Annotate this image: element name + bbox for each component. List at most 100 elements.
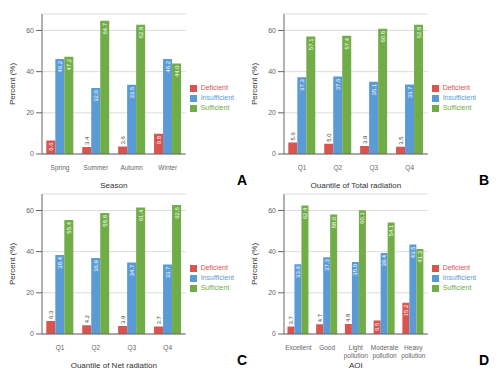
- svg-text:3.7: 3.7: [156, 315, 162, 324]
- svg-text:37.3: 37.3: [299, 79, 305, 91]
- svg-text:Percent (%): Percent (%): [8, 243, 17, 286]
- svg-text:20: 20: [26, 109, 34, 116]
- svg-text:37.3: 37.3: [324, 259, 330, 271]
- svg-text:Percent (%): Percent (%): [8, 63, 17, 106]
- html-text:Insufficient: Insufficient: [200, 94, 234, 101]
- svg-text:6.6: 6.6: [48, 142, 54, 151]
- svg-text:57.4: 57.4: [344, 37, 350, 49]
- svg-text:9.8: 9.8: [156, 135, 162, 144]
- svg-text:60.1: 60.1: [359, 212, 365, 224]
- svg-text:34.7: 34.7: [129, 264, 135, 276]
- svg-text:0: 0: [30, 150, 34, 157]
- svg-text:33.9: 33.9: [295, 266, 301, 278]
- svg-text:33.7: 33.7: [165, 266, 171, 278]
- html-text:Deficient: Deficient: [442, 84, 470, 91]
- svg-text:3.6: 3.6: [120, 136, 126, 145]
- svg-text:Q3: Q3: [127, 344, 136, 352]
- svg-text:Excellent: Excellent: [285, 344, 312, 351]
- svg-text:62.4: 62.4: [302, 207, 308, 219]
- svg-text:60: 60: [26, 207, 34, 214]
- svg-text:4.8: 4.8: [345, 313, 351, 322]
- svg-text:Quantile of Total radiation: Quantile of Total radiation: [311, 181, 402, 188]
- svg-text:0: 0: [30, 330, 34, 337]
- svg-text:37.6: 37.6: [335, 78, 341, 90]
- svg-text:46.2: 46.2: [165, 60, 171, 72]
- svg-text:Winter: Winter: [158, 164, 178, 171]
- svg-text:6.3: 6.3: [48, 310, 54, 319]
- svg-text:3.4: 3.4: [84, 136, 90, 145]
- svg-text:57.1: 57.1: [308, 38, 314, 50]
- svg-text:43.5: 43.5: [410, 246, 416, 258]
- svg-text:15.2: 15.2: [403, 304, 409, 316]
- svg-text:64.7: 64.7: [102, 22, 108, 34]
- svg-text:Q1: Q1: [56, 344, 65, 352]
- svg-text:0: 0: [272, 330, 276, 337]
- svg-text:Q4: Q4: [405, 164, 414, 172]
- svg-text:3.9: 3.9: [120, 315, 126, 324]
- svg-text:40: 40: [26, 248, 34, 255]
- svg-text:Q2: Q2: [92, 344, 101, 352]
- svg-text:62.8: 62.8: [416, 26, 422, 38]
- svg-text:35.1: 35.1: [371, 83, 377, 95]
- svg-text:46.2: 46.2: [57, 60, 63, 72]
- svg-text:3.9: 3.9: [362, 135, 368, 144]
- svg-text:Season: Season: [100, 181, 127, 188]
- svg-text:60: 60: [268, 27, 276, 34]
- svg-text:5.6: 5.6: [290, 131, 296, 140]
- svg-text:40: 40: [26, 68, 34, 75]
- svg-text:Q4: Q4: [163, 344, 172, 352]
- svg-text:Moderatepollution: Moderatepollution: [371, 344, 399, 360]
- svg-text:62.8: 62.8: [138, 26, 144, 38]
- svg-text:36.9: 36.9: [93, 259, 99, 271]
- svg-text:58.0: 58.0: [331, 216, 337, 228]
- svg-text:6.5: 6.5: [374, 322, 380, 331]
- svg-text:Summer: Summer: [84, 164, 109, 171]
- svg-text:5.0: 5.0: [326, 133, 332, 142]
- svg-text:Spring: Spring: [51, 164, 70, 172]
- svg-text:3.7: 3.7: [288, 315, 294, 324]
- svg-text:AQI: AQI: [349, 361, 363, 368]
- svg-text:Autumn: Autumn: [121, 164, 144, 171]
- svg-text:Q3: Q3: [369, 164, 378, 172]
- svg-text:55.4: 55.4: [66, 221, 72, 233]
- svg-text:58.8: 58.8: [102, 214, 108, 226]
- svg-text:4.2: 4.2: [84, 314, 90, 323]
- svg-text:33.6: 33.6: [129, 86, 135, 98]
- svg-text:Q2: Q2: [334, 164, 343, 172]
- svg-text:Good: Good: [319, 344, 335, 351]
- svg-text:39.4: 39.4: [381, 254, 387, 266]
- svg-text:47.2: 47.2: [66, 58, 72, 70]
- html-text:A: A: [236, 172, 247, 188]
- svg-text:Lightpollution: Lightpollution: [344, 344, 369, 360]
- svg-text:Quantile of Net radiation: Quantile of Net radiation: [71, 361, 157, 368]
- svg-text:Percent (%): Percent (%): [250, 243, 259, 286]
- svg-text:20: 20: [268, 289, 276, 296]
- html-text:B: B: [478, 172, 489, 188]
- html-text:Sufficient: Sufficient: [200, 104, 230, 111]
- html-text:D: D: [478, 352, 489, 368]
- svg-text:33.7: 33.7: [407, 86, 413, 98]
- svg-text:Q1: Q1: [298, 164, 307, 172]
- svg-text:4.7: 4.7: [317, 313, 323, 322]
- svg-text:44.0: 44.0: [174, 65, 180, 77]
- svg-text:0: 0: [272, 150, 276, 157]
- svg-text:Heavypollution: Heavypollution: [401, 344, 426, 360]
- svg-text:41.3: 41.3: [417, 250, 423, 262]
- svg-text:60: 60: [268, 207, 276, 214]
- svg-text:32.0: 32.0: [93, 89, 99, 101]
- svg-text:40: 40: [268, 68, 276, 75]
- svg-text:38.4: 38.4: [57, 256, 63, 268]
- svg-text:20: 20: [26, 289, 34, 296]
- svg-text:61.4: 61.4: [138, 209, 144, 221]
- svg-text:60.8: 60.8: [380, 30, 386, 42]
- html-text:C: C: [236, 352, 247, 368]
- svg-text:62.6: 62.6: [174, 206, 180, 218]
- html-text:Deficient: Deficient: [200, 84, 228, 91]
- svg-text:54.1: 54.1: [388, 224, 394, 236]
- svg-text:20: 20: [268, 109, 276, 116]
- svg-text:3.5: 3.5: [398, 136, 404, 145]
- svg-text:35.0: 35.0: [352, 263, 358, 275]
- svg-text:60: 60: [26, 27, 34, 34]
- svg-text:40: 40: [268, 248, 276, 255]
- svg-text:Percent (%): Percent (%): [250, 63, 259, 106]
